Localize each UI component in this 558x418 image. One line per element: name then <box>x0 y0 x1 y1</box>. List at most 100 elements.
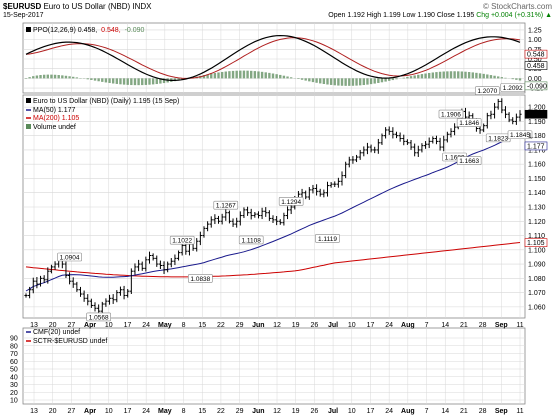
end-tag-text: -0.090 <box>527 83 547 90</box>
ppo-histogram-bar <box>446 71 449 79</box>
ppo-histogram-bar <box>449 71 453 79</box>
ppo-histogram-bar <box>409 76 413 79</box>
price-y-tick: 1.090 <box>528 262 546 269</box>
x-tick-label-bottom: 26 <box>310 408 318 415</box>
ppo-histogram-bar <box>486 74 489 79</box>
cmf-y-tick: 60 <box>10 359 18 366</box>
x-tick-label-bottom: 28 <box>479 408 487 415</box>
ppo-legend-signal: 0.548, <box>101 27 121 34</box>
ohlc-bar <box>416 145 420 157</box>
x-tick-label-bottom: 17 <box>367 408 375 415</box>
x-tick-label-bottom: 17 <box>124 408 132 415</box>
ppo-histogram-bar <box>438 71 442 79</box>
x-tick-label: 17 <box>124 322 132 329</box>
ppo-histogram-bar <box>24 78 28 79</box>
ppo-legend: PPO(12,26,9) 0.458, 0.548, -0.090 <box>26 27 145 34</box>
x-tick-label-bottom: 20 <box>49 408 57 415</box>
annotation-box <box>315 234 340 243</box>
ohlc-bar <box>485 112 489 129</box>
exchange: INDX <box>132 2 152 11</box>
ohlc-bar <box>245 206 250 216</box>
price-y-tick: 1.160 <box>528 162 546 169</box>
ppo-histogram-bar <box>431 72 435 79</box>
ohlc-bar <box>503 106 508 119</box>
ohlc-bar <box>333 181 337 187</box>
cmf-panel <box>22 327 526 405</box>
ohlc-bar <box>311 184 315 194</box>
watermark: © StockCharts.com <box>482 2 552 11</box>
ppo-histogram-bar <box>380 78 384 83</box>
ohlc-bar <box>242 207 246 219</box>
ohlc-bar <box>213 214 217 225</box>
x-tick-label: 24 <box>385 322 393 329</box>
ohlc-bar <box>227 210 232 224</box>
ohlc-bar <box>78 286 83 297</box>
ppo-histogram-bar <box>457 71 460 79</box>
change-value: Chg +0.004 (+0.31%) ▲ <box>476 12 552 19</box>
ohlc-bar <box>500 98 504 114</box>
ppo-histogram-bar <box>511 78 514 80</box>
ohlc-bar <box>518 110 522 122</box>
ohlc-bar <box>387 126 391 135</box>
ppo-histogram-bar <box>304 78 307 81</box>
ohlc-bar <box>126 289 130 298</box>
ppo-histogram-bar <box>333 78 336 86</box>
symbol: $EURUSD <box>3 2 42 11</box>
ppo-histogram-bar <box>362 78 366 86</box>
ppo-histogram-bar <box>467 72 471 79</box>
ppo-histogram-bar <box>279 74 282 79</box>
ppo-histogram-bar <box>111 78 115 84</box>
ohlc-bar <box>104 298 108 307</box>
x-tick-label-bottom: 12 <box>273 408 281 415</box>
ohlc-bar <box>507 112 511 123</box>
ohlc-bar <box>391 127 395 139</box>
ohlc-bar <box>409 139 413 150</box>
cmf-y-tick: 30 <box>10 382 18 389</box>
ppo-histogram-bar <box>173 78 177 82</box>
annotation-text: 1.1663 <box>459 158 479 165</box>
ohlc-bar <box>376 138 380 154</box>
x-tick-label: 13 <box>30 322 38 329</box>
ohlc-bar <box>162 261 166 274</box>
ppo-histogram-bar <box>351 78 355 86</box>
ppo-histogram-bar <box>377 78 380 83</box>
ppo-histogram-bar <box>424 73 427 79</box>
x-tick-label-bottom: 19 <box>292 408 300 415</box>
ohlc-bar <box>238 211 242 226</box>
ppo-histogram-bar <box>515 78 518 80</box>
ohlc-bar <box>336 177 340 188</box>
ohlc-bar <box>369 144 373 153</box>
annotation-text: 1.1108 <box>242 237 262 244</box>
end-tag-text: 1.195 <box>527 112 545 119</box>
ppo-histogram-bar <box>220 71 224 79</box>
ma200-line <box>25 242 521 278</box>
annotation-box <box>188 274 213 283</box>
annotation-box <box>507 130 533 140</box>
ppo-histogram-bar <box>162 78 166 84</box>
ppo-histogram-bar <box>90 78 93 80</box>
x-tick-label-bottom: Jul <box>328 408 338 415</box>
x-tick-label: Jun <box>252 322 264 329</box>
ppo-line <box>25 34 521 81</box>
x-tick-label-bottom: 14 <box>441 408 449 415</box>
x-tick-label: 19 <box>292 322 300 329</box>
price-y-tick: 1.170 <box>528 147 546 154</box>
ohlc-bar <box>202 226 206 238</box>
ppo-histogram-bar <box>64 75 68 79</box>
close-value: Close 1.195 <box>436 12 475 19</box>
ohlc-bar <box>46 267 50 284</box>
end-tag-box <box>524 141 548 151</box>
ohlc-bar <box>129 268 133 294</box>
ppo-histogram-bar <box>475 72 478 79</box>
ohlc-bar <box>514 113 518 125</box>
ppo-histogram-bar <box>326 78 329 85</box>
ohlc-bar <box>224 208 228 221</box>
ppo-histogram-bar <box>253 71 257 79</box>
price-legend-volume: Volume undef <box>33 124 76 131</box>
ppo-histogram-bar <box>159 78 162 84</box>
ppo-histogram-bar <box>311 78 315 83</box>
end-tag: 1.105 <box>524 238 548 247</box>
ppo-histogram-bar <box>86 78 89 80</box>
ohlc-bar <box>373 146 377 154</box>
annotation-box <box>169 235 195 245</box>
